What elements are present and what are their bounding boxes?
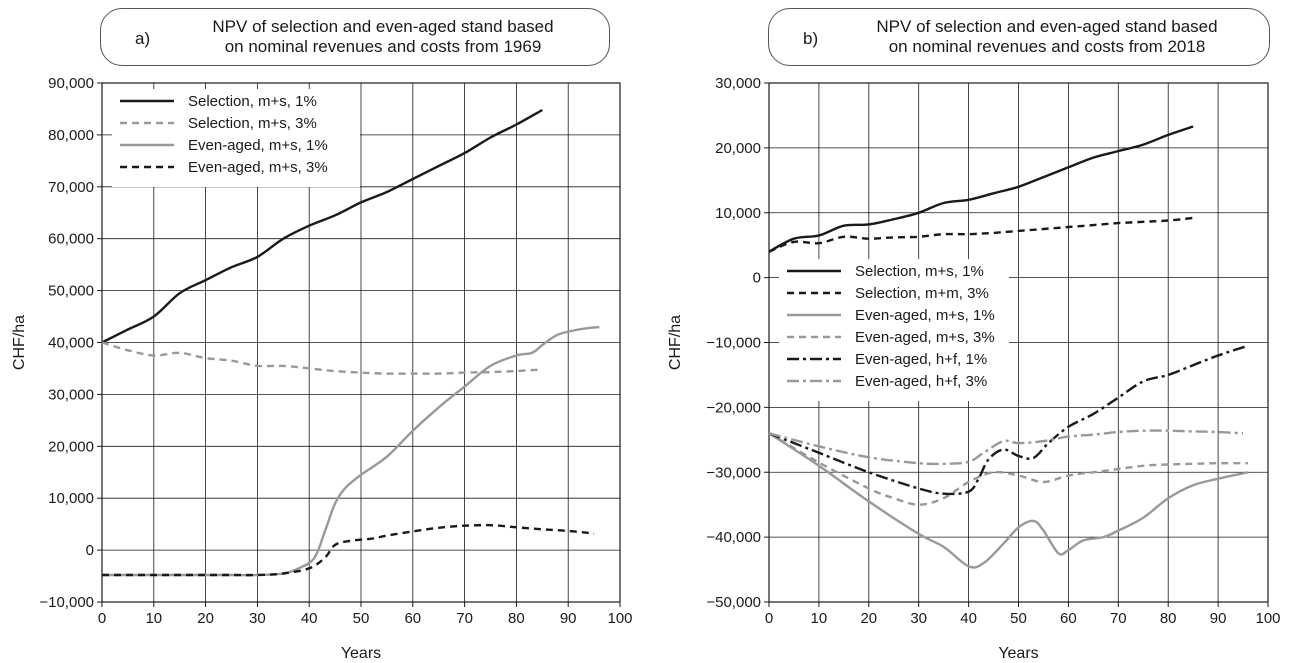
c2-y-tick-label: −20,000 <box>706 399 761 416</box>
c2-x-tick-label: 40 <box>960 610 977 627</box>
c2-x-tick-label: 50 <box>1010 610 1027 627</box>
c1-y-tick-label: 0 <box>86 542 94 559</box>
panel-b: b) NPV of selection and even-aged stand … <box>656 0 1312 663</box>
c2-y-tick-label: −30,000 <box>706 464 761 481</box>
c1-y-tick-label: −10,000 <box>39 594 94 611</box>
c2-legend-background <box>779 259 1009 401</box>
c2-plot-frame <box>768 82 1269 603</box>
c1-y-tick-label: 90,000 <box>48 75 94 92</box>
c1-y-axis-label: CHF/ha <box>11 315 28 370</box>
c2-y-axis-label: CHF/ha <box>667 315 684 370</box>
c1-x-tick-label: 50 <box>353 610 370 627</box>
c2-legend-label-6: Even-aged, h+f, 3% <box>855 373 987 390</box>
c1-x-tick-label: 30 <box>249 610 266 627</box>
chart-b: 0 10 20 30 40 50 60 70 80 90 100 −50,000 −40,000 −30,… <box>667 75 1281 662</box>
c1-series-line-4 <box>102 523 595 577</box>
c2-legend: Selection, m+s, 1% Selection, m+m, 3% Even… <box>779 259 1009 401</box>
c1-series-group <box>101 108 600 577</box>
title-box-b: b) NPV of selection and even-aged stand … <box>768 8 1270 66</box>
c2-legend-label-3: Even-aged, m+s, 1% <box>855 307 995 324</box>
c1-x-tick-label: 0 <box>98 610 106 627</box>
panel-label-a: a) <box>135 29 151 48</box>
chart-title-b-line-2: on nominal revenues and costs from 2018 <box>888 37 1206 56</box>
title-box-a: a) NPV of selection and even-aged stand … <box>100 8 610 66</box>
c1-x-tick-label: 60 <box>404 610 421 627</box>
c2-x-tick-label: 70 <box>1110 610 1127 627</box>
c2-y-tick-label: 20,000 <box>715 140 761 157</box>
chart-title-a-line-2: on nominal revenues and costs from 1969 <box>224 37 542 56</box>
c2-series-line-3 <box>768 432 1249 569</box>
c1-y-tick-label: 40,000 <box>48 335 94 352</box>
c2-series-line-2 <box>768 216 1194 253</box>
c2-x-tick-label: 60 <box>1060 610 1077 627</box>
c1-x-tick-label: 80 <box>508 610 525 627</box>
c2-legend-label-2: Selection, m+m, 3% <box>855 285 989 302</box>
c2-legend-label-4: Even-aged, m+s, 3% <box>855 329 995 346</box>
c2-x-tick-label: 0 <box>765 610 773 627</box>
panel-a: a) NPV of selection and even-aged stand … <box>0 0 656 663</box>
c2-series-line-5 <box>768 344 1249 496</box>
c1-y-tick-label: 70,000 <box>48 179 94 196</box>
c1-legend-label-1: Selection, m+s, 1% <box>188 93 317 110</box>
c2-legend-label-1: Selection, m+s, 1% <box>855 263 984 280</box>
c2-legend-label-5: Even-aged, h+f, 1% <box>855 351 987 368</box>
chart-a: 0 10 20 30 40 50 60 70 80 90 100−10,000010,00020,0… <box>11 75 633 662</box>
c1-x-axis-label: Years <box>341 645 381 662</box>
c2-x-tick-label: 100 <box>1255 610 1280 627</box>
c1-series-line-3 <box>102 325 600 577</box>
c2-x-tick-label: 80 <box>1160 610 1177 627</box>
chart-title-a-line-1: NPV of selection and even-aged stand bas… <box>212 17 554 36</box>
c1-y-tick-label: 50,000 <box>48 283 94 300</box>
c2-x-tick-label: 10 <box>811 610 828 627</box>
c2-x-tick-label: 90 <box>1210 610 1227 627</box>
c1-y-tick-label: 60,000 <box>48 231 94 248</box>
c1-x-tick-label: 10 <box>145 610 162 627</box>
c1-legend-background <box>112 89 360 187</box>
c1-series-line-2 <box>101 341 543 375</box>
c2-series-line-6 <box>768 429 1244 466</box>
c1-y-tick-label: 80,000 <box>48 127 94 144</box>
c1-y-tick-label: 30,000 <box>48 386 94 403</box>
c1-x-tick-label: 20 <box>197 610 214 627</box>
c1-legend-label-3: Even-aged, m+s, 1% <box>188 137 328 154</box>
c1-x-tick-label: 90 <box>560 610 577 627</box>
c2-y-tick-label: 10,000 <box>715 205 761 222</box>
c2-y-tick-label: −50,000 <box>706 594 761 611</box>
c2-x-tick-label: 30 <box>910 610 927 627</box>
c2-x-axis-label: Years <box>998 645 1038 662</box>
chart-title-b-line-1: NPV of selection and even-aged stand bas… <box>876 17 1218 36</box>
c1-series-line-1 <box>101 108 543 344</box>
c2-y-tick-label: −40,000 <box>706 529 761 546</box>
c1-x-tick-label: 100 <box>607 610 632 627</box>
c1-y-tick-label: 20,000 <box>48 438 94 455</box>
c2-y-tick-label: 0 <box>753 270 761 287</box>
c2-x-tick-label: 20 <box>860 610 877 627</box>
c2-series-line-1 <box>768 125 1194 253</box>
chart-title-a: NPV of selection and even-aged stand bas… <box>171 17 595 57</box>
chart-title-b: NPV of selection and even-aged stand bas… <box>839 17 1255 57</box>
c1-y-tick-label: 10,000 <box>48 490 94 507</box>
c2-y-tick-label: 30,000 <box>715 75 761 92</box>
c2-y-tick-label: −10,000 <box>706 335 761 352</box>
c1-legend: Selection, m+s, 1% Selection, m+s, 3% Even… <box>112 89 360 187</box>
c2-series-group <box>768 125 1249 569</box>
c1-legend-label-4: Even-aged, m+s, 3% <box>188 159 328 176</box>
c1-legend-label-2: Selection, m+s, 3% <box>188 115 317 132</box>
c1-x-tick-label: 70 <box>456 610 473 627</box>
c2-series-line-4 <box>768 432 1249 506</box>
c1-x-tick-label: 40 <box>301 610 318 627</box>
panel-label-b: b) <box>803 29 819 48</box>
